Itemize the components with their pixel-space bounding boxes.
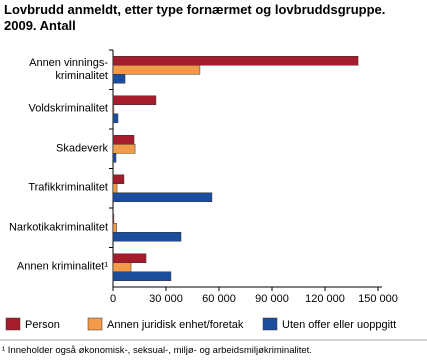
- legend-label: Person: [25, 319, 60, 331]
- bar: [112, 253, 147, 263]
- bar: [112, 144, 136, 154]
- footnote: ¹ Inneholder også økonomisk-, seksual-, …: [2, 345, 312, 356]
- x-tick-label: 120 000: [305, 293, 345, 305]
- x-tick-label: 0: [110, 293, 116, 305]
- y-tick-label: Narkotikakriminalitet: [8, 221, 108, 234]
- bar: [112, 135, 135, 145]
- y-tick-label: Skadeverk: [56, 142, 108, 155]
- legend-label: Annen juridisk enhet/foretak: [107, 319, 244, 331]
- y-tick-label: Annen vinnings-kriminalitet: [29, 56, 108, 82]
- bar: [112, 113, 119, 123]
- bar: [112, 95, 157, 105]
- bar: [112, 183, 118, 193]
- bar: [112, 74, 126, 84]
- bar: [112, 56, 359, 66]
- bar: [112, 214, 115, 224]
- legend-label: Uten offer eller uoppgitt: [282, 319, 396, 331]
- y-tick-label: Trafikkriminalitet: [28, 181, 108, 194]
- bar: [112, 104, 115, 114]
- bar: [112, 153, 117, 163]
- bar: [112, 271, 172, 281]
- bar: [112, 174, 125, 184]
- bar: [112, 223, 117, 233]
- x-tick-label: 60 000: [202, 293, 236, 305]
- x-tick-label: 90 000: [255, 293, 289, 305]
- x-tick-label: 30 000: [149, 293, 183, 305]
- bar: [112, 232, 182, 242]
- bar: [112, 192, 213, 202]
- chart-title: Lovbrudd anmeldt, etter type fornærmet o…: [4, 2, 386, 33]
- legend-swatch: [5, 317, 21, 331]
- x-tick-label: 150 000: [358, 293, 398, 305]
- legend-swatch: [87, 317, 103, 331]
- bar: [112, 262, 132, 272]
- legend-swatch: [262, 317, 278, 331]
- y-tick-label: Annen kriminalitet¹: [16, 260, 108, 273]
- bar: [112, 65, 201, 75]
- y-tick-label: Voldskriminalitet: [28, 102, 108, 115]
